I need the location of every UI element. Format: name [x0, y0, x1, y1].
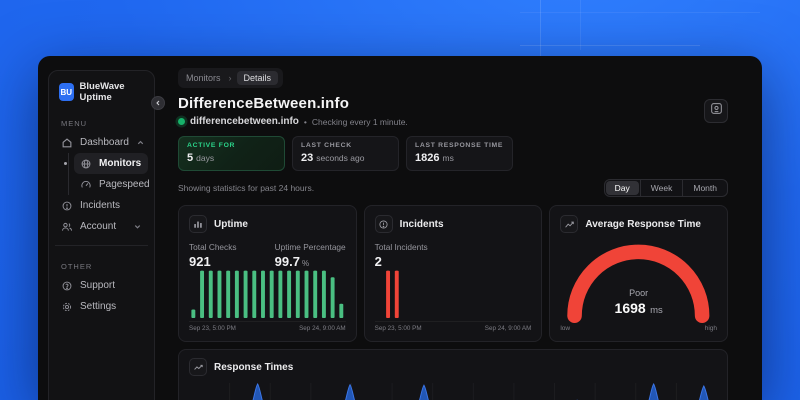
card-title: Response Times: [214, 361, 294, 373]
background-decoration: [540, 0, 541, 56]
incidents-bar-chart[interactable]: [375, 269, 532, 318]
configure-icon: [710, 102, 723, 120]
response-times-card: Response Times: [178, 349, 728, 400]
page-title: DifferenceBetween.info: [178, 95, 350, 112]
menu-section-label: MENU: [61, 119, 88, 128]
other-section-label: OTHER: [61, 262, 93, 271]
sidebar-item-support[interactable]: Support: [55, 275, 148, 296]
stat-value: 1826: [415, 152, 440, 164]
gauge-quality-label: Poor: [629, 288, 649, 298]
stat-label: LAST RESPONSE TIME: [415, 142, 504, 149]
stat-label: LAST CHECK: [301, 142, 352, 149]
card-title: Incidents: [399, 218, 444, 230]
sidebar-item-label: Monitors: [99, 158, 142, 169]
active-dot: [64, 162, 67, 165]
breadcrumb-separator: ›: [228, 73, 232, 83]
sidebar-item-label: Support: [80, 280, 116, 291]
speedometer-icon: [80, 179, 92, 191]
sidebar-subgroup: Monitors Pagespeed: [64, 153, 150, 195]
stat-card-last-response-time: LAST RESPONSE TIME 1826 ms: [406, 136, 513, 171]
stat-card-last-check: LAST CHECK 23 seconds ago: [292, 136, 399, 171]
monitor-url[interactable]: differencebetween.info: [190, 116, 299, 127]
total-incidents-stat: Total Incidents 2: [374, 242, 428, 269]
stat-value: 5: [187, 152, 194, 164]
card-title: Uptime: [214, 218, 248, 230]
sidebar-divider: [55, 245, 148, 246]
monitor-header: DifferenceBetween.info differencebetween…: [178, 95, 408, 127]
breadcrumb-details[interactable]: Details: [236, 71, 279, 85]
x-axis-end: Sep 24, 9:00 AM: [484, 325, 532, 332]
users-icon: [61, 221, 73, 233]
bar-chart-icon: [189, 215, 207, 233]
logo: BU: [59, 83, 74, 101]
range-option-week[interactable]: Week: [639, 180, 683, 196]
sidebar-panel: BU BlueWave Uptime MENU Dashboard: [48, 70, 155, 400]
sidebar-item-incidents[interactable]: Incidents: [55, 195, 148, 216]
response-gauge: [567, 244, 710, 323]
x-axis-end: Sep 24, 9:00 AM: [299, 325, 346, 332]
gauge-max-label: high: [704, 325, 718, 332]
sidebar-item-label: Pagespeed: [99, 179, 150, 190]
stat-value: 23: [301, 152, 314, 164]
x-axis-start: Sep 23, 5:00 PM: [374, 325, 422, 332]
sidebar: BU BlueWave Uptime MENU Dashboard: [38, 56, 165, 400]
sidebar-item-pagespeed[interactable]: Pagespeed: [74, 174, 150, 195]
breadcrumb-monitors[interactable]: Monitors: [186, 73, 221, 83]
brand-name: BlueWave Uptime: [79, 81, 125, 103]
sidebar-item-settings[interactable]: Settings: [55, 296, 148, 317]
chevron-down-icon: [133, 222, 142, 231]
sidebar-item-monitors[interactable]: Monitors: [64, 153, 148, 174]
stat-unit: seconds ago: [316, 153, 365, 163]
incidents-card: Incidents Total Incidents 2 Sep 23, 5:00…: [363, 205, 543, 342]
background-decoration: [580, 0, 581, 50]
status-dot: [178, 118, 185, 125]
stats-period-note: Showing statistics for past 24 hours.: [178, 183, 315, 193]
x-axis-start: Sep 23, 5:00 PM: [189, 325, 236, 332]
sidebar-item-label: Dashboard: [80, 137, 129, 148]
app-window: BU BlueWave Uptime MENU Dashboard: [38, 56, 762, 400]
sidebar-item-label: Incidents: [80, 200, 121, 211]
globe-icon: [80, 158, 92, 170]
range-toggle: Day Week Month: [603, 179, 728, 197]
card-title: Average Response Time: [585, 218, 701, 230]
alert-circle-icon: [61, 200, 73, 212]
help-circle-icon: [61, 280, 73, 292]
trend-icon: [560, 215, 579, 233]
sidebar-item-label: Settings: [80, 301, 117, 312]
sidebar-item-dashboard[interactable]: Dashboard: [55, 132, 148, 153]
range-option-day[interactable]: Day: [605, 181, 639, 195]
gear-icon: [61, 301, 73, 313]
brand-row[interactable]: BU BlueWave Uptime: [55, 77, 148, 111]
background-decoration: [520, 45, 700, 46]
range-option-month[interactable]: Month: [682, 180, 727, 196]
gauge-min-label: low: [560, 325, 571, 332]
gauge-value: 1698: [614, 300, 646, 316]
sidebar-item-label: Account: [80, 221, 117, 232]
stat-unit: days: [196, 153, 215, 163]
stat-label: ACTIVE FOR: [187, 142, 236, 149]
home-icon: [61, 137, 73, 149]
average-response-time-card: Average Response Time Poor 1698 ms l: [549, 205, 729, 342]
chevron-up-icon: [136, 138, 145, 147]
configure-button[interactable]: [704, 99, 728, 123]
gauge-readout: Poor 1698 ms: [560, 288, 717, 318]
line-chart-icon: [189, 358, 207, 376]
sidebar-item-account[interactable]: Account: [55, 216, 148, 237]
response-gauge-area: Poor 1698 ms low high: [560, 233, 717, 332]
stat-card-active-for: ACTIVE FOR 5 days: [178, 136, 285, 171]
response-times-chart[interactable]: [189, 383, 717, 400]
alert-circle-icon: [374, 215, 393, 233]
total-checks-stat: Total Checks 921: [189, 242, 237, 269]
sidebar-collapse-button[interactable]: [151, 96, 165, 110]
gauge-unit: ms: [650, 305, 663, 316]
uptime-percentage-stat: Uptime Percentage 99.7 %: [274, 242, 346, 269]
main-content: Monitors › Details DifferenceBetween.inf…: [165, 56, 762, 400]
stat-unit: ms: [442, 153, 454, 163]
check-interval-note: Checking every 1 minute.: [311, 116, 408, 127]
uptime-card: Uptime Total Checks 921 Uptime Percentag…: [178, 205, 357, 342]
bullet: •: [303, 116, 307, 127]
background-decoration: [520, 12, 760, 13]
breadcrumb: Monitors › Details: [178, 68, 284, 88]
uptime-bar-chart[interactable]: [189, 269, 346, 318]
